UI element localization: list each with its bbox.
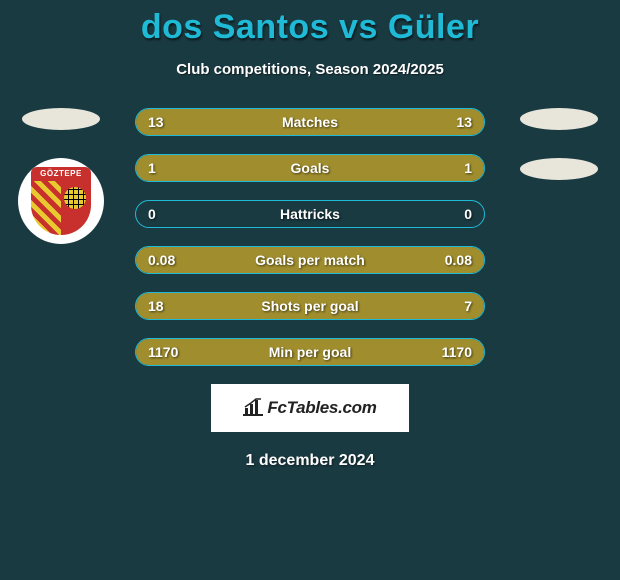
stat-label: Min per goal bbox=[136, 339, 484, 365]
brand-text: FcTables.com bbox=[267, 398, 376, 417]
brand-logo: FcTables.com bbox=[243, 398, 376, 418]
right-ellipse-2 bbox=[520, 158, 598, 180]
stat-row: 187Shots per goal bbox=[135, 292, 485, 320]
stat-row: 1313Matches bbox=[135, 108, 485, 136]
stat-bars: 1313Matches 11Goals 00Hattricks 0.080.08Goa… bbox=[135, 108, 485, 366]
stat-label: Hattricks bbox=[136, 201, 484, 227]
bar-chart-icon bbox=[243, 398, 263, 416]
left-team-crest: GÖZTEPE bbox=[18, 158, 104, 244]
stat-label: Matches bbox=[136, 109, 484, 135]
right-ellipse-1 bbox=[520, 108, 598, 130]
brand-box: FcTables.com bbox=[211, 384, 409, 432]
stats-area: GÖZTEPE 1313Matches 11Goals 00Hattricks 0.0… bbox=[0, 108, 620, 366]
stat-row: 11701170Min per goal bbox=[135, 338, 485, 366]
subtitle: Club competitions, Season 2024/2025 bbox=[0, 61, 620, 78]
stat-label: Goals bbox=[136, 155, 484, 181]
stat-label: Goals per match bbox=[136, 247, 484, 273]
date-label: 1 december 2024 bbox=[0, 452, 620, 470]
stat-label: Shots per goal bbox=[136, 293, 484, 319]
stat-row: 00Hattricks bbox=[135, 200, 485, 228]
left-ellipse-1 bbox=[22, 108, 100, 130]
right-player-column bbox=[520, 108, 598, 208]
stat-row: 0.080.08Goals per match bbox=[135, 246, 485, 274]
crest-label: GÖZTEPE bbox=[31, 167, 91, 181]
page-title: dos Santos vs Güler bbox=[0, 8, 620, 47]
stat-row: 11Goals bbox=[135, 154, 485, 182]
left-player-column: GÖZTEPE bbox=[22, 108, 104, 244]
